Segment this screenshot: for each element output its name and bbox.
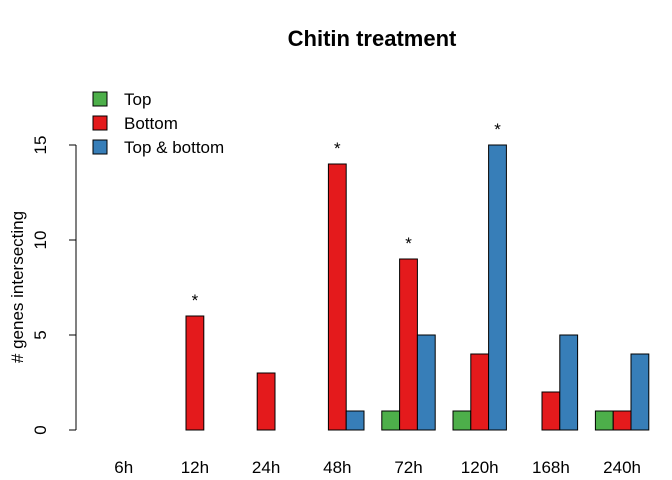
x-tick-label: 72h	[394, 458, 422, 477]
y-axis-label: # genes intersecting	[8, 211, 27, 363]
bar-72h-top-bottom	[416, 334, 436, 431]
y-tick-label: 10	[31, 231, 50, 250]
bar-48h-top-bottom	[345, 410, 365, 431]
y-tick-label: 5	[31, 330, 50, 339]
x-tick-label: 6h	[114, 458, 133, 477]
bar-24h-bottom	[256, 372, 276, 431]
legend-swatch	[92, 91, 108, 107]
significance-star: *	[405, 234, 412, 253]
x-axis-tick-labels: 6h 12h 24h 48h 72h 120h 168h 240h	[114, 458, 641, 477]
bar-72h-bottom	[399, 258, 418, 431]
legend-label: Top & bottom	[124, 138, 224, 157]
significance-markers: * * * *	[192, 120, 502, 310]
significance-star: *	[494, 120, 501, 139]
bar-120h-bottom	[470, 353, 490, 431]
legend: Top Bottom Top & bottom	[92, 90, 224, 157]
y-tick-label: 0	[31, 425, 50, 434]
significance-star: *	[334, 139, 341, 158]
y-tick-label: 15	[31, 136, 50, 155]
legend-label: Bottom	[124, 114, 178, 133]
bar-120h-top-bottom	[488, 144, 507, 431]
y-axis: 0 5 10 15	[31, 136, 77, 435]
x-tick-label: 24h	[252, 458, 280, 477]
bar-240h-top-bottom	[630, 353, 650, 431]
bar-168h-top-bottom	[559, 334, 579, 431]
bar-240h-bottom	[612, 410, 632, 431]
chart-title: Chitin treatment	[288, 26, 457, 51]
legend-swatch	[92, 115, 108, 131]
bar-120h-top	[452, 410, 472, 431]
bar-48h-bottom	[327, 163, 347, 431]
bar-72h-top	[381, 410, 401, 431]
x-tick-label: 120h	[461, 458, 499, 477]
x-tick-label: 12h	[181, 458, 209, 477]
bar-240h-top	[594, 410, 614, 431]
bar-12h-bottom	[185, 315, 205, 431]
bar-168h-bottom	[541, 391, 561, 431]
legend-label: Top	[124, 90, 151, 109]
legend-swatch	[92, 139, 108, 155]
x-tick-label: 240h	[603, 458, 641, 477]
significance-star: *	[192, 291, 199, 310]
x-tick-label: 168h	[532, 458, 570, 477]
bars-group	[185, 144, 650, 431]
x-tick-label: 48h	[323, 458, 351, 477]
